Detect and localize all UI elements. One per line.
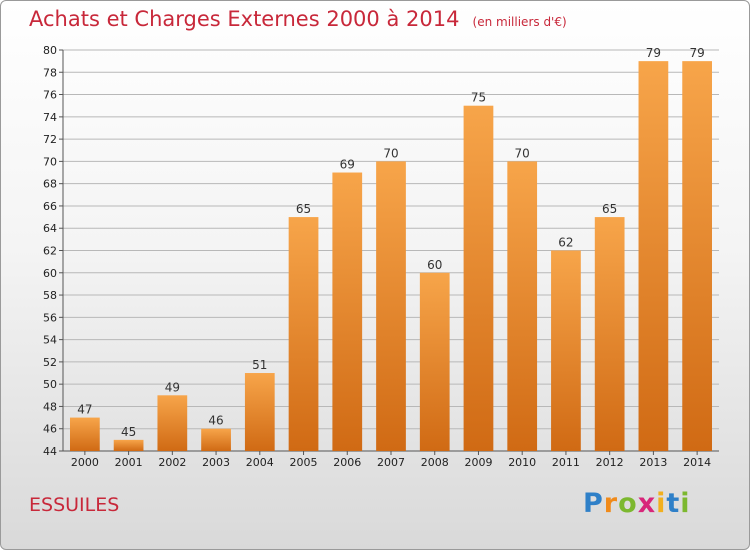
bar — [244, 373, 275, 451]
x-tick-label: 2004 — [246, 456, 274, 469]
chart-subtitle: (en milliers d'€) — [472, 15, 567, 29]
data-label: 65 — [296, 202, 311, 216]
x-tick-label: 2006 — [333, 456, 361, 469]
chart-title-block: Achats et Charges Externes 2000 à 2014 (… — [29, 7, 567, 31]
x-tick-label: 2009 — [464, 456, 492, 469]
bar — [332, 172, 363, 451]
data-label: 51 — [252, 358, 267, 372]
y-tick-label: 54 — [43, 334, 57, 347]
x-tick-label: 2008 — [421, 456, 449, 469]
bar — [551, 250, 581, 451]
y-tick-label: 56 — [43, 311, 57, 324]
x-tick-label: 2005 — [290, 456, 318, 469]
x-tick-label: 2003 — [202, 456, 230, 469]
bar — [201, 428, 231, 451]
data-label: 47 — [77, 403, 92, 417]
y-tick-label: 74 — [43, 111, 57, 124]
data-label: 79 — [689, 46, 704, 60]
data-label: 75 — [471, 91, 486, 105]
x-tick-label: 2007 — [377, 456, 405, 469]
logo-letter: t — [666, 488, 681, 519]
data-label: 70 — [383, 146, 398, 160]
bar — [682, 61, 713, 452]
data-label: 49 — [165, 380, 180, 394]
x-tick-label: 2002 — [158, 456, 186, 469]
y-tick-label: 60 — [43, 267, 57, 280]
y-tick-label: 76 — [43, 89, 57, 102]
bar — [638, 61, 669, 452]
axes: 44 46 48 50 52 54 56 58 60 62 64 66 68 70 72 74 76 78 80 20… — [43, 44, 719, 469]
data-label: 45 — [121, 425, 136, 439]
bar — [463, 105, 494, 451]
data-label: 79 — [646, 46, 661, 60]
bar — [419, 272, 450, 451]
y-tick-label: 44 — [43, 445, 57, 458]
logo-letter: P — [583, 488, 604, 519]
bar — [507, 161, 538, 451]
y-tick-label: 48 — [43, 400, 57, 413]
logo-letter: r — [603, 488, 619, 519]
y-tick-label: 64 — [43, 222, 57, 235]
x-tick-label: 2010 — [508, 456, 536, 469]
bar — [594, 217, 625, 451]
proxiti-logo: Proxiti — [583, 488, 691, 519]
x-tick-label: 2014 — [683, 456, 711, 469]
y-tick-label: 70 — [43, 155, 57, 168]
y-tick-label: 62 — [43, 245, 57, 258]
x-tick-label: 2013 — [639, 456, 667, 469]
x-tick-label: 2000 — [71, 456, 99, 469]
data-labels: 47 45 49 46 51 65 69 70 60 75 70 62 65 79 79 — [77, 46, 705, 439]
y-tick-label: 72 — [43, 133, 57, 146]
y-tick-label: 80 — [43, 44, 57, 57]
x-tick-label: 2001 — [115, 456, 143, 469]
data-label: 62 — [558, 236, 573, 250]
y-tick-label: 68 — [43, 178, 57, 191]
x-tick-label: 2012 — [596, 456, 624, 469]
commune-name: ESSUILES — [29, 494, 120, 516]
bar — [376, 161, 406, 451]
bar — [157, 395, 188, 451]
x-tick-label: 2011 — [552, 456, 580, 469]
logo-letter: i — [680, 488, 691, 519]
logo-letter: x — [637, 488, 657, 519]
bar — [288, 217, 319, 451]
logo-letter: o — [618, 488, 638, 519]
logo-letter: i — [656, 488, 667, 519]
data-label: 60 — [427, 258, 442, 272]
bar — [69, 417, 100, 451]
bar — [113, 439, 144, 451]
data-label: 69 — [340, 158, 355, 172]
data-label: 65 — [602, 202, 617, 216]
y-tick-label: 66 — [43, 200, 57, 213]
y-tick-label: 50 — [43, 378, 57, 391]
y-tick-label: 52 — [43, 356, 57, 369]
bars — [69, 61, 713, 452]
y-tick-label: 46 — [43, 423, 57, 436]
data-label: 46 — [208, 414, 223, 428]
data-label: 70 — [515, 146, 530, 160]
chart-title: Achats et Charges Externes 2000 à 2014 — [29, 7, 460, 31]
y-tick-label: 78 — [43, 66, 57, 79]
y-tick-label: 58 — [43, 289, 57, 302]
